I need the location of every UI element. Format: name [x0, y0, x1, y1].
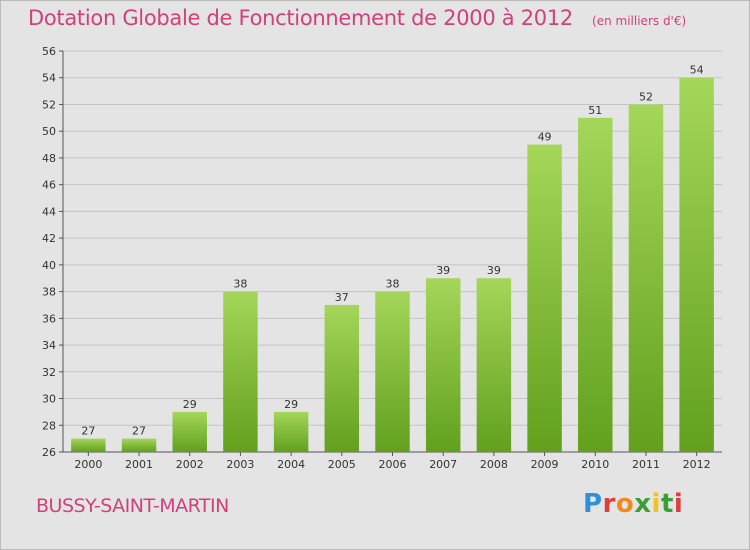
bar-2010: [578, 117, 613, 452]
logo-letter: i: [673, 489, 684, 519]
data-label: 38: [233, 278, 247, 291]
x-tick-label: 2005: [328, 458, 356, 471]
logo-letter: o: [615, 489, 635, 519]
chart-title: Dotation Globale de Fonctionnement de 20…: [28, 6, 573, 30]
bar-2002: [172, 411, 207, 452]
data-label: 37: [335, 291, 349, 304]
logo-letter: x: [634, 489, 652, 519]
x-tick-label: 2012: [683, 458, 711, 471]
bar-2006: [375, 291, 410, 452]
bar-2005: [324, 304, 360, 452]
data-label: 27: [81, 425, 95, 438]
x-tick-label: 2008: [480, 458, 508, 471]
data-label: 39: [436, 264, 450, 277]
logo-letter: i: [651, 489, 661, 519]
bar-2008: [476, 278, 512, 452]
chart-subtitle: (en milliers d'€): [592, 14, 687, 28]
x-tick-label: 2003: [226, 458, 254, 471]
x-tick-label: 2011: [632, 458, 660, 471]
x-tick-label: 2002: [176, 458, 204, 471]
data-label: 29: [183, 398, 197, 411]
data-label: 27: [132, 425, 146, 438]
logo-letter: t: [660, 489, 674, 519]
commune-name: BUSSY-SAINT-MARTIN: [36, 495, 229, 517]
y-tick-label: 28: [42, 419, 56, 432]
y-tick-label: 42: [42, 232, 56, 245]
labels: 26 28 30 32 34 36 38 40 42 44 46 48 50 52 54 56 27 2000 27…: [42, 45, 711, 471]
logo-letter: P: [583, 489, 603, 519]
y-tick-label: 56: [42, 45, 56, 58]
y-tick-label: 50: [42, 125, 56, 138]
x-tick-label: 2001: [125, 458, 153, 471]
bar-2000: [71, 438, 106, 452]
x-tick-label: 2007: [429, 458, 457, 471]
y-tick-label: 54: [42, 72, 56, 85]
y-tick-label: 46: [42, 179, 56, 192]
logo-letter: r: [602, 489, 616, 519]
data-label: 52: [639, 90, 653, 103]
bar-2003: [223, 291, 258, 452]
proxiti-logo: Proxiti: [583, 489, 683, 519]
y-tick-label: 26: [42, 446, 56, 459]
x-tick-label: 2004: [277, 458, 305, 471]
bars: [71, 77, 714, 453]
bar-2001: [121, 438, 157, 452]
y-tick-label: 52: [42, 98, 56, 111]
data-label: 51: [588, 104, 602, 117]
data-label: 38: [386, 278, 400, 291]
bar-2009: [527, 144, 562, 453]
y-tick-label: 36: [42, 312, 56, 325]
title-row: Dotation Globale de Fonctionnement de 20…: [28, 6, 686, 40]
x-tick-label: 2010: [581, 458, 609, 471]
x-tick-label: 2006: [379, 458, 407, 471]
y-tick-label: 38: [42, 286, 56, 299]
y-tick-label: 40: [42, 259, 56, 272]
y-tick-label: 48: [42, 152, 56, 165]
bar-2011: [628, 104, 664, 452]
bar-2012: [679, 77, 714, 452]
x-tick-label: 2009: [531, 458, 559, 471]
x-tick-label: 2000: [74, 458, 102, 471]
y-tick-label: 44: [42, 205, 56, 218]
y-tick-label: 34: [42, 339, 56, 352]
y-tick-label: 30: [42, 393, 56, 406]
y-tick-label: 32: [42, 366, 56, 379]
data-label: 29: [284, 398, 298, 411]
bar-2007: [425, 278, 461, 452]
bar-2004: [273, 411, 309, 452]
data-label: 54: [690, 64, 704, 77]
data-label: 39: [487, 264, 501, 277]
data-label: 49: [538, 131, 552, 144]
